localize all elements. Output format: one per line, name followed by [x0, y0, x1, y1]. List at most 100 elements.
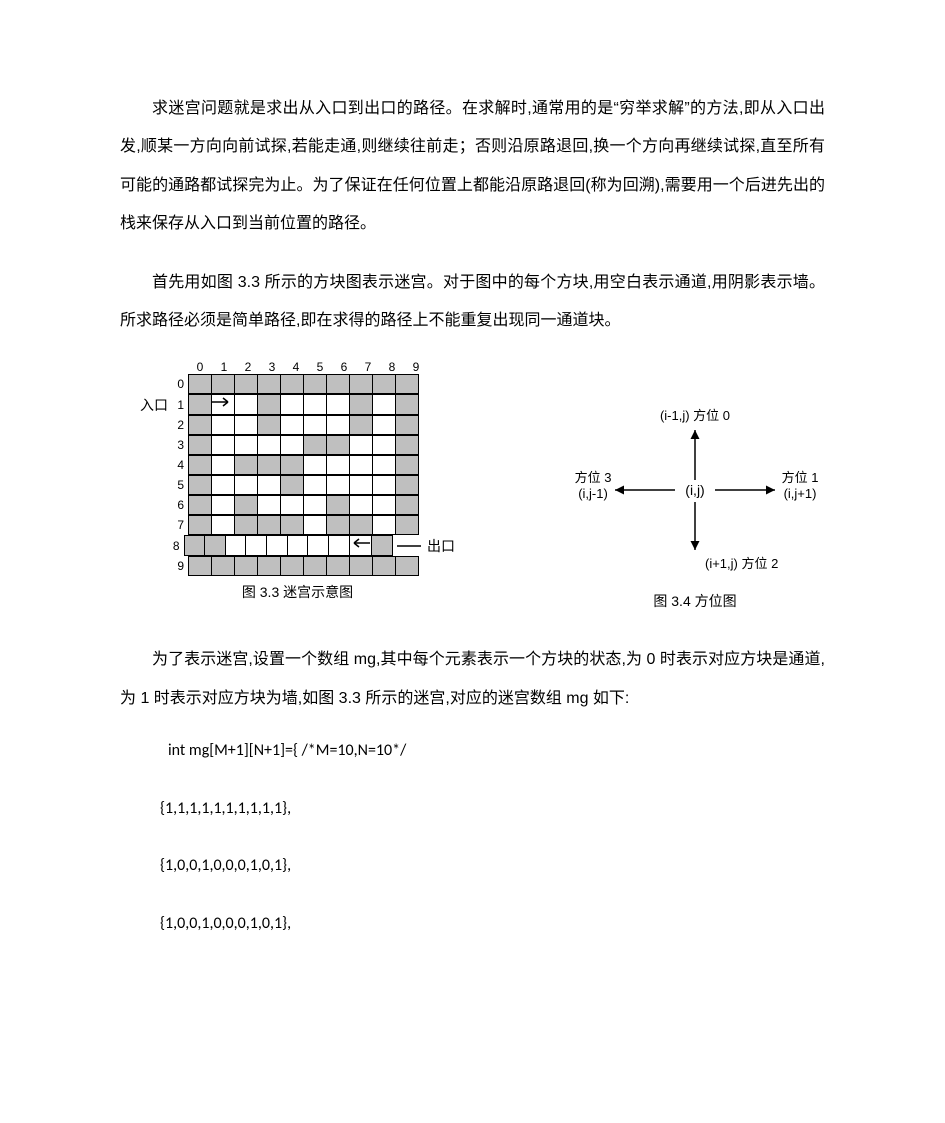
col-label: 9	[404, 360, 428, 374]
figure-area: 0 1 2 3 4 5 6 7 8 9 0入口12345678出口9 图 3.3…	[140, 360, 825, 611]
direction-caption: 图 3.4 方位图	[565, 591, 825, 611]
maze-row: 6	[140, 495, 455, 515]
wall-cell	[350, 395, 373, 415]
wall-cell	[281, 557, 304, 576]
open-cell	[304, 496, 327, 515]
wall-cell	[396, 516, 419, 535]
row-label: 4	[168, 458, 188, 472]
row-gutter: 2	[140, 418, 188, 432]
maze-row: 0	[140, 374, 455, 394]
maze-row: 2	[140, 415, 455, 435]
open-cell	[212, 496, 235, 515]
open-cell	[281, 496, 304, 515]
row-gutter: 8	[140, 539, 184, 553]
open-cell	[350, 476, 373, 495]
wall-cell	[258, 395, 281, 415]
wall-cell	[189, 375, 212, 394]
open-cell	[212, 395, 235, 415]
open-cell	[373, 516, 396, 535]
wall-cell	[235, 375, 258, 394]
wall-cell	[396, 416, 419, 435]
row-label: 0	[168, 377, 188, 391]
row-label: 5	[168, 478, 188, 492]
wall-cell	[189, 436, 212, 455]
open-cell	[327, 476, 350, 495]
maze-grid-row	[188, 394, 419, 415]
maze-grid-row	[188, 495, 419, 515]
wall-cell	[396, 456, 419, 475]
dir-right-coord: (i,j+1)	[784, 486, 817, 501]
wall-cell	[327, 436, 350, 455]
wall-cell	[327, 516, 350, 535]
wall-cell	[258, 516, 281, 535]
open-cell	[225, 536, 246, 556]
wall-cell	[258, 456, 281, 475]
wall-cell	[396, 375, 419, 394]
dir-center: (i,j)	[685, 482, 704, 498]
wall-cell	[327, 375, 350, 394]
open-cell	[258, 496, 281, 515]
wall-cell	[281, 476, 304, 495]
open-cell	[287, 536, 308, 556]
code-line-3: {1,0,0,1,0,0,0,1,0,1},	[160, 911, 825, 937]
dir-down: (i+1,j) 方位 2	[705, 556, 778, 571]
wall-cell	[205, 536, 226, 556]
wall-cell	[372, 536, 393, 556]
wall-cell	[304, 557, 327, 576]
open-cell	[350, 436, 373, 455]
code-line-1: {1,1,1,1,1,1,1,1,1,1},	[160, 796, 825, 822]
open-cell	[304, 416, 327, 435]
open-cell	[349, 536, 372, 556]
row-label: 6	[168, 498, 188, 512]
wall-cell	[373, 375, 396, 394]
direction-block: (i,j) (i-1,j) 方位 0 方位 1 (i,j+1) (i+1,j) …	[565, 390, 825, 611]
wall-cell	[189, 395, 212, 415]
row-gutter: 3	[140, 438, 188, 452]
col-label: 0	[188, 360, 212, 374]
open-cell	[281, 436, 304, 455]
open-cell	[281, 416, 304, 435]
open-cell	[350, 456, 373, 475]
wall-cell	[396, 436, 419, 455]
maze-grid-row	[188, 515, 419, 535]
wall-cell	[189, 496, 212, 515]
maze-grid-row	[188, 556, 419, 576]
open-cell	[212, 416, 235, 435]
wall-cell	[189, 476, 212, 495]
wall-cell	[235, 496, 258, 515]
dir-up: (i-1,j) 方位 0	[660, 408, 730, 423]
open-cell	[304, 516, 327, 535]
wall-cell	[350, 375, 373, 394]
page: 求迷宫问题就是求出从入口到出口的路径。在求解时,通常用的是“穷举求解”的方法,即…	[0, 0, 945, 1123]
maze-row: 7	[140, 515, 455, 535]
wall-cell	[189, 416, 212, 435]
open-cell	[373, 476, 396, 495]
open-cell	[212, 436, 235, 455]
maze-block: 0 1 2 3 4 5 6 7 8 9 0入口12345678出口9 图 3.3…	[140, 360, 455, 602]
maze-row: 3	[140, 435, 455, 455]
open-cell	[267, 536, 288, 556]
open-cell	[212, 476, 235, 495]
open-cell	[235, 476, 258, 495]
open-cell	[304, 476, 327, 495]
open-cell	[327, 416, 350, 435]
open-cell	[258, 476, 281, 495]
maze-grid-row	[188, 374, 419, 394]
maze-grid-row	[188, 435, 419, 455]
code-line-2: {1,0,0,1,0,0,0,1,0,1},	[160, 853, 825, 879]
maze-col-labels: 0 1 2 3 4 5 6 7 8 9	[188, 360, 455, 374]
open-cell	[327, 395, 350, 415]
col-label: 7	[356, 360, 380, 374]
exit-line-icon	[397, 540, 425, 552]
wall-cell	[189, 557, 212, 576]
open-cell	[328, 536, 349, 556]
row-gutter: 5	[140, 478, 188, 492]
maze-grid-row	[188, 455, 419, 475]
open-cell	[373, 395, 396, 415]
wall-cell	[258, 557, 281, 576]
row-gutter: 9	[140, 559, 188, 573]
col-label: 1	[212, 360, 236, 374]
row-gutter: 6	[140, 498, 188, 512]
wall-cell	[235, 516, 258, 535]
maze-grid-row	[184, 535, 393, 556]
